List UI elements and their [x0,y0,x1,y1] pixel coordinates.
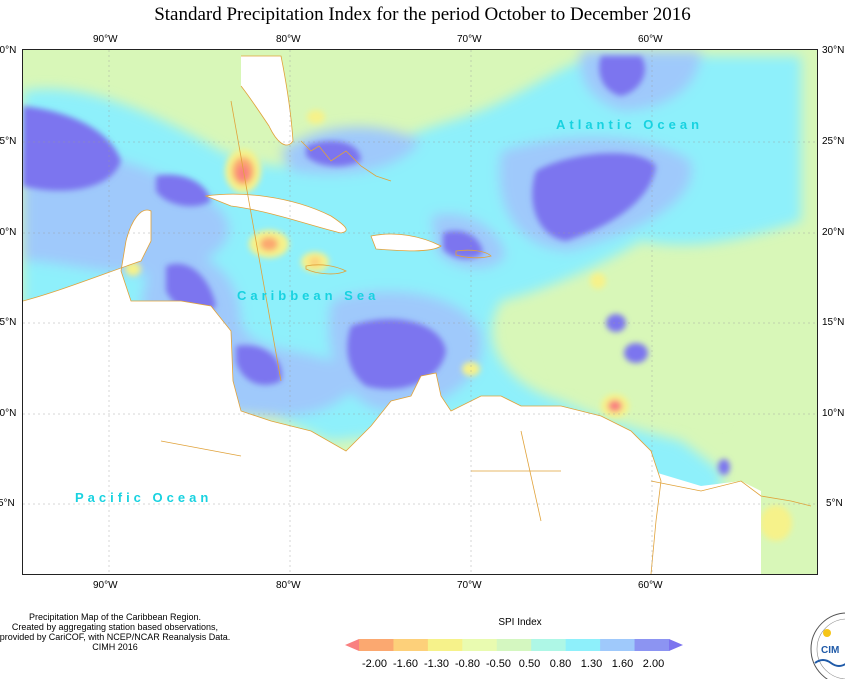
left-tick-30n: 30°N [0,45,17,56]
credit-line-3: provided by CariCOF, with NCEP/NCAR Rean… [0,632,231,642]
credit-line-2: Created by aggregating station based obs… [11,622,219,632]
top-tick-60w: 60°W [638,34,663,45]
legend-swatch [393,639,429,651]
legend-swatch [462,639,498,651]
label-caribbean-sea: Caribbean Sea [237,288,380,303]
left-tick-25n: 25°N [0,136,17,147]
legend-label: 0.80 [549,658,572,670]
legend-label: -2.00 [361,658,388,670]
map-title: Standard Precipitation Index for the per… [154,4,691,25]
bottom-tick-70w: 70°W [457,580,482,591]
left-tick-10n: 10°N [0,408,17,419]
right-tick-5n: 5°N [826,498,843,509]
right-tick-30n: 30°N [822,45,845,56]
right-tick-15n: 15°N [822,317,845,328]
left-tick-15n: 15°N [0,317,17,328]
left-tick-20n: 20°N [0,227,17,238]
bottom-tick-80w: 80°W [276,580,301,591]
legend-title: SPI Index [498,617,542,628]
legend-swatch-min [345,639,359,651]
right-tick-10n: 10°N [822,408,845,419]
top-tick-90w: 90°W [93,34,118,45]
legend-swatch [531,639,567,651]
legend-colorbar [345,639,683,651]
credit-line-4: CIMH 2016 [92,642,138,652]
right-tick-25n: 25°N [822,136,845,147]
legend-label: -1.60 [392,658,419,670]
spi-map: Atlantic Ocean Caribbean Sea Pacific Oce… [22,49,818,575]
legend-label: -0.80 [454,658,481,670]
legend-swatch [600,639,636,651]
legend-swatch [634,639,670,651]
bottom-tick-90w: 90°W [93,580,118,591]
map-credits: Precipitation Map of the Caribbean Regio… [0,612,240,652]
label-atlantic-ocean: Atlantic Ocean [556,117,704,132]
legend-swatch [427,639,463,651]
legend-label: 0.50 [518,658,541,670]
sun-icon [823,629,831,637]
graticule [23,50,817,574]
bottom-tick-60w: 60°W [638,580,663,591]
legend-swatch [496,639,532,651]
legend-swatch-max [669,639,683,651]
credit-line-1: Precipitation Map of the Caribbean Regio… [28,612,202,622]
top-tick-70w: 70°W [457,34,482,45]
legend-swatch [359,639,394,651]
coastlines [23,55,812,574]
legend-label: 1.30 [580,658,603,670]
left-tick-5n: 5°N [0,498,15,509]
label-pacific-ocean: Pacific Ocean [75,490,213,505]
cimh-logo: CIM [810,612,845,679]
legend-label: 1.60 [611,658,634,670]
land-mask [23,56,761,574]
logo-text: CIM [821,645,839,656]
right-tick-20n: 20°N [822,227,845,238]
legend-label: 2.00 [642,658,665,670]
top-tick-80w: 80°W [276,34,301,45]
legend-label: -1.30 [423,658,450,670]
legend-swatch [565,639,601,651]
spi-dry-cores [125,110,792,541]
legend-label: -0.50 [485,658,512,670]
